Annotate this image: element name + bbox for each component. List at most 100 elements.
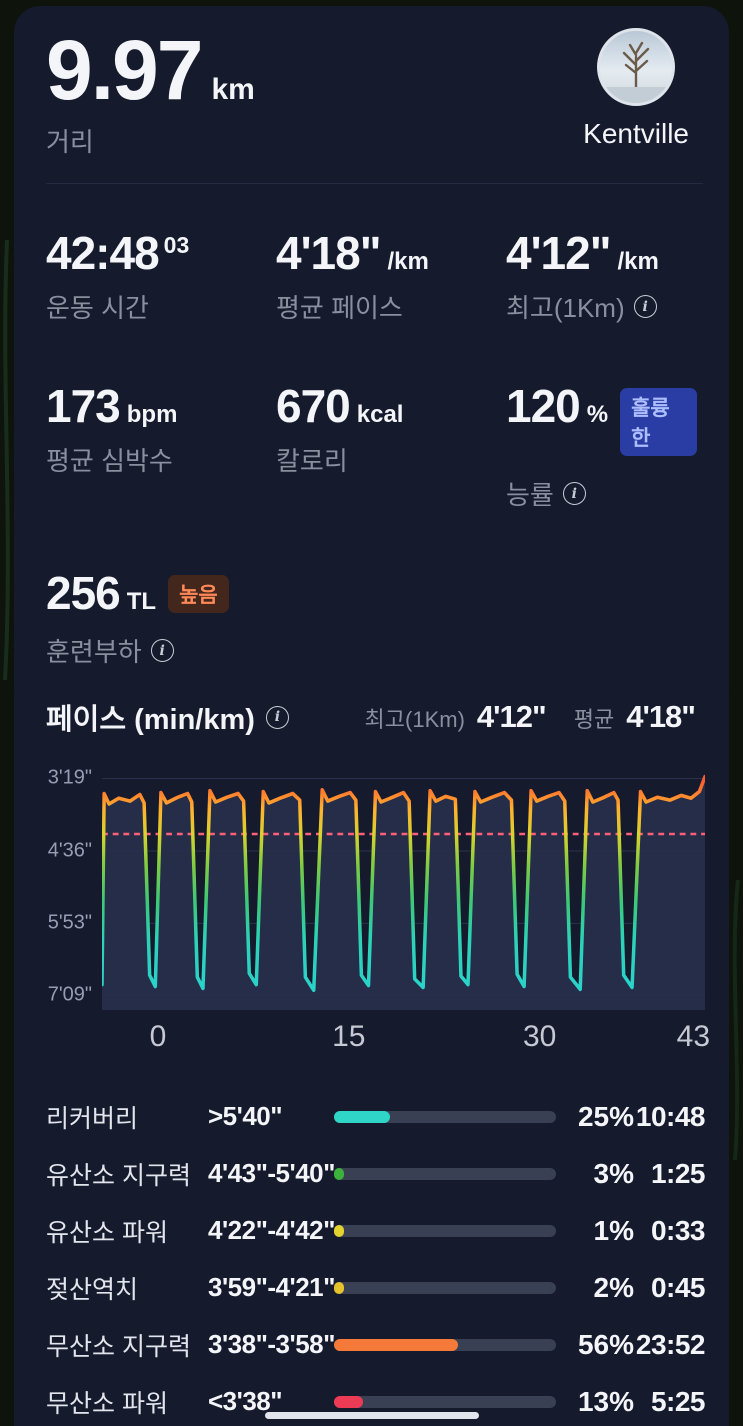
zone-percent: 3% bbox=[593, 1157, 634, 1189]
zone-range: 3'38"-3'58" bbox=[208, 1329, 335, 1359]
best-1km-header-label: 최고(1Km) bbox=[364, 707, 465, 732]
training-load-value: 256 bbox=[46, 567, 121, 619]
efficiency-badge: 훌륭한 bbox=[620, 388, 697, 456]
x-axis-labels: 0 15 30 43 bbox=[150, 1016, 710, 1056]
zone-bar bbox=[334, 1224, 556, 1237]
zone-bar-fill bbox=[334, 1281, 344, 1294]
zone-range: 4'43"-5'40" bbox=[208, 1158, 335, 1188]
zone-range: 4'22"-4'42" bbox=[208, 1215, 335, 1245]
stat-heart-rate: 173 bpm 평균 심박수 bbox=[46, 383, 276, 512]
zone-bar bbox=[334, 1281, 556, 1294]
zone-row-lactate-threshold: 젖산역치 3'59"-4'21" 2% 0:45 bbox=[46, 1259, 706, 1316]
distance-value: 9.97 bbox=[46, 23, 203, 117]
best-1km-unit: /km bbox=[617, 248, 659, 275]
zone-label: 무산소 파워 bbox=[46, 1389, 168, 1418]
x-tick-label: 0 bbox=[149, 1020, 167, 1053]
zone-bar bbox=[334, 1167, 556, 1180]
zone-label: 유산소 지구력 bbox=[46, 1161, 191, 1190]
zone-bar-fill bbox=[334, 1110, 390, 1123]
y-axis-labels: 3'19" 4'36" 5'53" 7'09" bbox=[46, 766, 102, 1010]
info-icon[interactable]: i bbox=[265, 705, 289, 729]
zone-row-anaerobic-power: 무산소 파워 <3'38" 13% 5:25 bbox=[46, 1373, 706, 1426]
stats-grid: 42:48 03 운동 시간 4'18" /km 평균 페이스 4'12" /k… bbox=[46, 184, 697, 669]
home-indicator[interactable] bbox=[264, 1412, 479, 1419]
info-icon[interactable]: i bbox=[562, 482, 586, 505]
zone-range: <3'38" bbox=[208, 1386, 283, 1416]
zone-percent: 56% bbox=[577, 1328, 634, 1360]
avg-header-value: 4'18" bbox=[626, 699, 696, 734]
zone-label: 무산소 지구력 bbox=[46, 1332, 191, 1361]
efficiency-label: 능률 bbox=[506, 480, 554, 510]
divider bbox=[46, 183, 703, 184]
location-name: Kentville bbox=[583, 118, 689, 149]
info-icon[interactable]: i bbox=[633, 295, 657, 318]
zone-bar bbox=[334, 1110, 556, 1123]
avg-pace-value: 4'18" bbox=[276, 227, 381, 279]
distance-label: 거리 bbox=[46, 127, 94, 157]
efficiency-value: 120 bbox=[506, 380, 581, 432]
calories-value: 670 bbox=[276, 380, 351, 432]
zone-bar-fill bbox=[334, 1338, 459, 1351]
y-tick-label: 4'36" bbox=[47, 839, 92, 862]
zone-row-anaerobic-endurance: 무산소 지구력 3'38"-3'58" 56% 23:52 bbox=[46, 1316, 706, 1373]
zone-label: 리커버리 bbox=[46, 1104, 139, 1133]
stat-efficiency: 120 % 훌륭한 능률 i bbox=[506, 383, 697, 512]
avg-header-label: 평균 bbox=[573, 707, 615, 732]
avg-pace-unit: /km bbox=[387, 248, 429, 275]
zone-label: 젖산역치 bbox=[46, 1275, 139, 1304]
stat-calories: 670 kcal 칼로리 bbox=[276, 383, 506, 512]
zone-row-aerobic-power: 유산소 파워 4'22"-4'42" 1% 0:33 bbox=[46, 1202, 706, 1259]
x-tick-label: 15 bbox=[332, 1020, 366, 1053]
pace-chart-title: 페이스 (min/km) bbox=[46, 704, 255, 736]
x-tick-label: 30 bbox=[522, 1020, 557, 1053]
best-1km-header-value: 4'12" bbox=[476, 699, 547, 734]
heart-rate-label: 평균 심박수 bbox=[46, 446, 173, 476]
zone-time: 5:25 bbox=[650, 1385, 706, 1417]
training-load-badge: 높음 bbox=[168, 575, 229, 613]
zone-bar bbox=[334, 1338, 556, 1351]
zone-percent: 2% bbox=[593, 1271, 634, 1303]
y-tick-label: 3'19" bbox=[47, 766, 92, 789]
zone-time: 0:45 bbox=[650, 1271, 706, 1303]
x-tick-label: 43 bbox=[676, 1020, 711, 1053]
best-1km-label: 최고(1Km) bbox=[506, 293, 625, 323]
pace-chart[interactable]: 3'19" 4'36" 5'53" 7'09" bbox=[46, 766, 710, 1062]
duration-label: 운동 시간 bbox=[46, 293, 149, 323]
zone-percent: 13% bbox=[577, 1385, 634, 1417]
zone-row-recovery: 리커버리 >5'40" 25% 10:48 bbox=[46, 1088, 706, 1145]
zone-percent: 1% bbox=[593, 1214, 634, 1246]
distance-unit: km bbox=[211, 73, 255, 106]
stat-duration: 42:48 03 운동 시간 bbox=[46, 230, 276, 325]
info-icon[interactable]: i bbox=[150, 639, 174, 662]
heart-rate-unit: bpm bbox=[126, 401, 178, 428]
efficiency-unit: % bbox=[586, 401, 609, 428]
calories-label: 칼로리 bbox=[276, 446, 348, 476]
duration-value: 42:48 bbox=[46, 227, 160, 279]
training-load-label: 훈련부하 bbox=[46, 637, 142, 667]
calories-unit: kcal bbox=[356, 401, 404, 428]
zone-row-aerobic-endurance: 유산소 지구력 4'43"-5'40" 3% 1:25 bbox=[46, 1145, 706, 1202]
training-load-unit: TL bbox=[126, 588, 157, 615]
best-1km-value: 4'12" bbox=[506, 227, 611, 279]
pace-zones-list: 리커버리 >5'40" 25% 10:48 유산소 지구력 4'43"-5'40… bbox=[46, 1088, 706, 1426]
zone-percent: 25% bbox=[577, 1100, 634, 1132]
pace-plot-area[interactable]: 0 15 30 43 bbox=[102, 770, 710, 1053]
stat-best-1km: 4'12" /km 최고(1Km) i bbox=[506, 230, 697, 325]
stat-avg-pace: 4'18" /km 평균 페이스 bbox=[276, 230, 506, 325]
avg-pace-label: 평균 페이스 bbox=[276, 293, 403, 323]
zone-bar-fill bbox=[334, 1224, 344, 1237]
zone-bar bbox=[334, 1395, 556, 1408]
pace-card: 페이스 (min/km) i 최고(1Km) 4'12" 평균 4'18" 3'… bbox=[14, 668, 729, 1426]
zone-range: 3'59"-4'21" bbox=[208, 1272, 335, 1302]
heart-rate-value: 173 bbox=[46, 380, 121, 432]
zone-time: 10:48 bbox=[635, 1100, 706, 1132]
summary-card: 9.97 km 거리 Kentville 42:48 03 운동 시간 bbox=[14, 6, 729, 717]
zone-time: 0:33 bbox=[650, 1214, 706, 1246]
y-tick-label: 5'53" bbox=[47, 911, 92, 934]
distance-stat: 9.97 km 거리 bbox=[46, 28, 255, 159]
stat-training-load: 256 TL 높음 훈련부하 i bbox=[46, 570, 276, 669]
y-tick-label: 7'09" bbox=[47, 983, 92, 1006]
profile-avatar[interactable] bbox=[597, 28, 676, 106]
zone-range: >5'40" bbox=[208, 1101, 283, 1131]
zone-bar-fill bbox=[334, 1167, 344, 1180]
